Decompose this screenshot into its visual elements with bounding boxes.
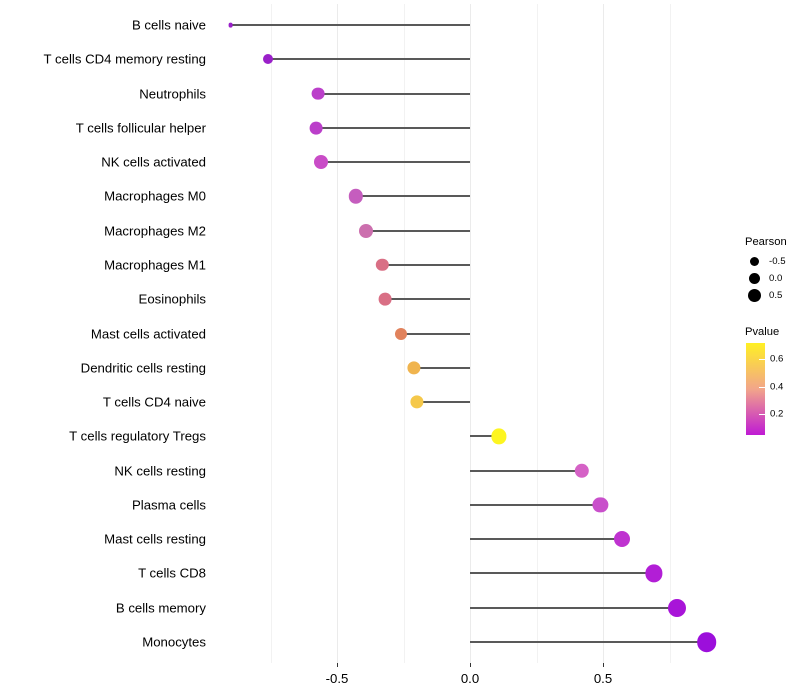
pvalue-legend-title: Pvalue	[745, 326, 780, 338]
y-axis-tick-label: Mast cells resting	[104, 531, 206, 547]
colorbar-tick-mark	[759, 386, 765, 388]
pearson-legend-label: 0.0	[769, 273, 783, 284]
pearson-legend-label: 0.5	[769, 290, 783, 301]
lollipop-stem	[318, 92, 470, 95]
gridline-minor	[669, 4, 671, 663]
y-axis-tick-label: Plasma cells	[131, 497, 206, 513]
pvalue-colorbar-wrap: 0.6 0.4 0.2	[745, 343, 800, 435]
y-axis-tick-label: T cells CD8	[138, 565, 206, 581]
colorbar-tick-label: 0.4	[770, 381, 784, 393]
legend-dot-icon	[747, 288, 762, 303]
lollipop-stem	[470, 469, 582, 472]
x-axis-tick-mark	[337, 663, 338, 667]
y-axis-tick-label: Mast cells activated	[90, 325, 206, 341]
lollipop-point[interactable]	[348, 189, 363, 204]
lollipop-point[interactable]	[644, 564, 663, 583]
lollipop-point[interactable]	[262, 54, 273, 65]
lollipop-stem	[315, 126, 470, 129]
lollipop-stem	[267, 58, 470, 61]
lollipop-stem	[416, 401, 470, 404]
gridline-major	[603, 4, 604, 663]
pearson-legend-key	[745, 288, 764, 303]
gridline-minor	[270, 4, 272, 663]
lollipop-point[interactable]	[311, 87, 325, 100]
gridline-major	[470, 4, 471, 663]
x-axis-tick-label: 0.0	[460, 671, 480, 686]
x-axis-tick-label: 0.5	[593, 671, 613, 686]
x-axis-tick-mark	[603, 663, 604, 667]
legend-container: Pearson -0.5 0.0 0.5 Pvalue 0.6 0.4 0.2	[745, 236, 800, 435]
x-axis-tick-mark	[470, 663, 471, 667]
y-axis-tick-label: Monocytes	[142, 634, 206, 650]
y-axis-tick-label: Macrophages M2	[104, 223, 206, 239]
lollipop-point[interactable]	[410, 395, 424, 409]
y-axis-tick-label: NK cells resting	[114, 463, 206, 479]
lollipop-point[interactable]	[376, 258, 389, 272]
y-axis-tick-label: Macrophages M0	[104, 188, 206, 204]
lollipop-point[interactable]	[394, 327, 407, 340]
pearson-legend-rows: -0.5 0.0 0.5	[745, 253, 800, 304]
lollipop-stem	[470, 538, 622, 541]
lollipop-point[interactable]	[314, 155, 329, 170]
y-axis-tick-label: T cells CD4 naive	[102, 394, 206, 410]
pearson-legend-item: 0.5	[745, 287, 800, 304]
y-axis-tick-label: T cells follicular helper	[75, 120, 206, 136]
pearson-legend-key	[745, 272, 764, 285]
gridline-minor	[536, 4, 538, 663]
y-axis-tick-label: NK cells activated	[101, 154, 206, 170]
legend-dot-icon	[749, 256, 760, 267]
lollipop-stem	[321, 161, 470, 164]
y-axis-tick-label: T cells regulatory Tregs	[69, 428, 206, 444]
lollipop-point[interactable]	[407, 361, 421, 375]
pearson-legend-label: -0.5	[769, 256, 786, 267]
legend-dot-icon	[748, 272, 761, 285]
lollipop-stem	[470, 641, 707, 644]
y-axis-tick-label: T cells CD4 memory resting	[43, 51, 206, 67]
pearson-legend-key	[745, 256, 764, 267]
lollipop-stem	[470, 435, 500, 438]
lollipop-stem	[400, 332, 470, 335]
lollipop-stem	[382, 263, 470, 266]
y-axis-tick-label: Dendritic cells resting	[80, 360, 206, 376]
pearson-legend-item: -0.5	[745, 253, 800, 270]
lollipop-point[interactable]	[592, 497, 608, 513]
lollipop-stem	[230, 24, 470, 26]
colorbar-tick-label: 0.2	[770, 408, 784, 420]
x-axis-tick-label: -0.5	[325, 671, 349, 686]
lollipop-stem	[366, 229, 470, 232]
y-axis-labels: B cells naive T cells CD4 memory resting N…	[0, 0, 206, 700]
pvalue-color-legend: Pvalue 0.6 0.4 0.2	[745, 326, 800, 435]
y-axis-tick-label: B cells naive	[131, 17, 206, 33]
y-axis-tick-label: Neutrophils	[139, 85, 206, 101]
lollipop-point[interactable]	[696, 632, 717, 652]
colorbar-tick-mark	[759, 359, 765, 361]
lollipop-point[interactable]	[574, 463, 589, 478]
lollipop-stem	[384, 298, 470, 301]
lollipop-stem	[470, 503, 601, 506]
lollipop-stem	[470, 606, 678, 609]
lollipop-stem	[355, 195, 470, 198]
lollipop-point[interactable]	[491, 428, 507, 444]
y-axis-tick-label: Macrophages M1	[104, 257, 206, 273]
lollipop-point[interactable]	[359, 223, 374, 238]
lollipop-point[interactable]	[309, 121, 323, 135]
lollipop-stem	[470, 572, 654, 575]
lollipop-point[interactable]	[613, 531, 630, 548]
pearson-legend-item: 0.0	[745, 270, 800, 287]
lollipop-stem	[414, 366, 470, 369]
pearson-size-legend: Pearson -0.5 0.0 0.5	[745, 236, 800, 304]
lollipop-point[interactable]	[668, 598, 687, 617]
lollipop-point[interactable]	[228, 22, 233, 28]
lollipop-point[interactable]	[378, 292, 392, 306]
colorbar-tick-label: 0.6	[770, 353, 784, 365]
gridline-major	[337, 4, 338, 663]
y-axis-tick-label: B cells memory	[115, 600, 206, 616]
colorbar-tick-mark	[759, 414, 765, 416]
pearson-legend-title: Pearson	[745, 236, 787, 248]
y-axis-tick-label: Eosinophils	[138, 291, 206, 307]
plot-panel	[213, 4, 733, 663]
pvalue-colorbar	[746, 343, 765, 435]
